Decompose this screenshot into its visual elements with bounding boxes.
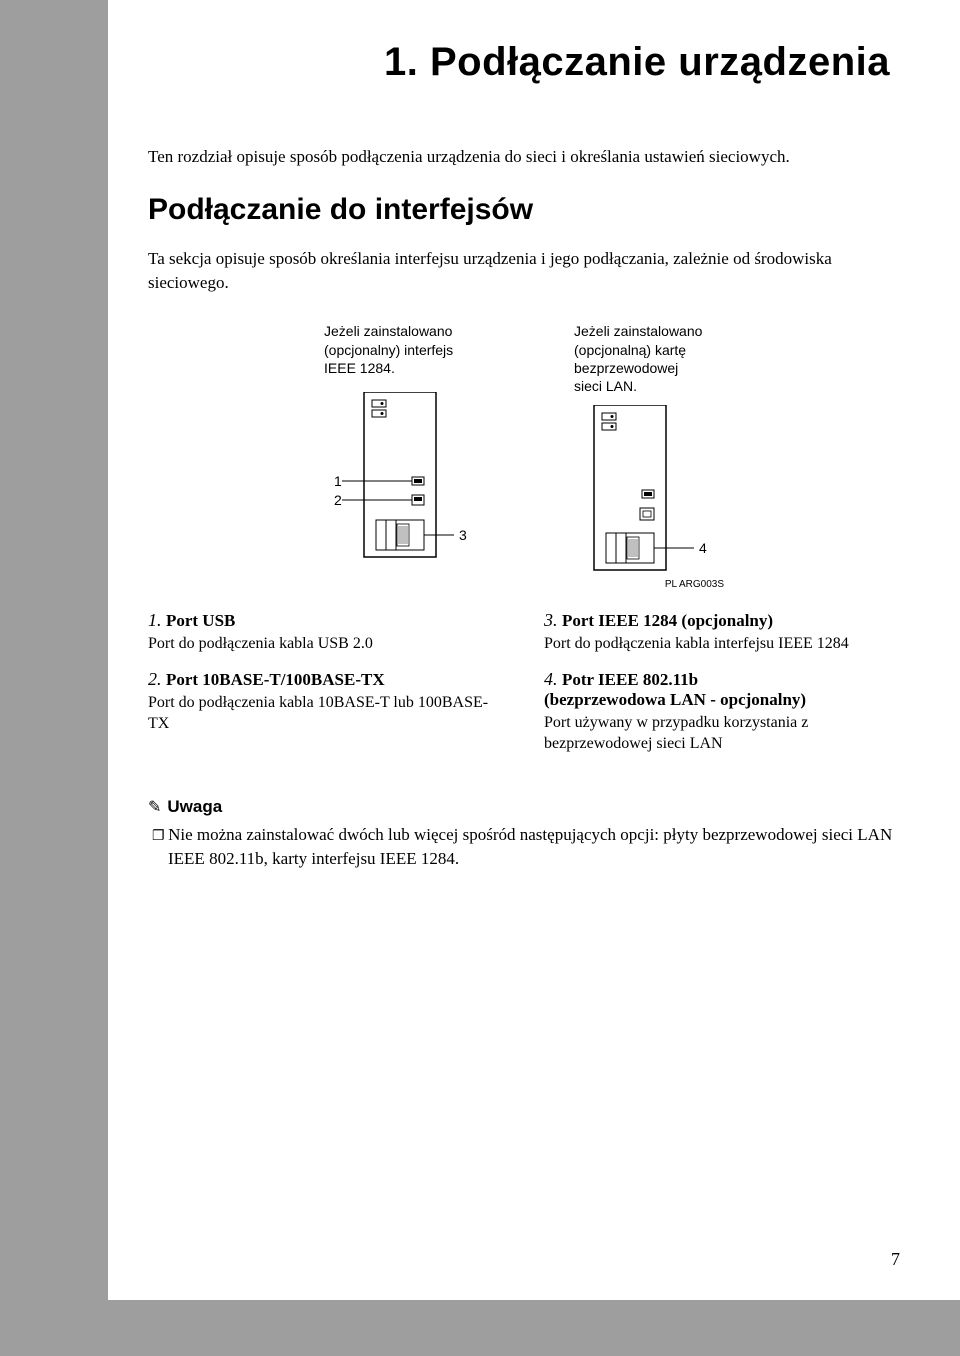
svg-text:1: 1	[334, 473, 342, 489]
port-number: 2.	[148, 669, 162, 689]
port-number: 1.	[148, 610, 162, 630]
port-col-right: 3. Port IEEE 1284 (opcjonalny) Port do p…	[544, 610, 900, 769]
caption-line: Jeżeli zainstalowano	[324, 323, 452, 339]
port-item: 2. Port 10BASE-T/100BASE-TX Port do podł…	[148, 669, 504, 735]
svg-text:4: 4	[699, 540, 707, 556]
port-name: Port 10BASE-T/100BASE-TX	[166, 670, 385, 689]
diagram-right: Jeżeli zainstalowano (opcjonalną) kartę …	[574, 322, 724, 590]
port-number: 4.	[544, 669, 558, 689]
note-body: Nie można zainstalować dwóch lub więcej …	[148, 823, 900, 871]
caption-line: (opcjonalną) kartę	[574, 342, 686, 358]
note-header: ✎ Uwaga	[148, 797, 900, 817]
note-section: ✎ Uwaga Nie można zainstalować dwóch lub…	[148, 797, 900, 871]
port-columns: 1. Port USB Port do podłączenia kabla US…	[148, 610, 900, 769]
svg-text:2: 2	[334, 492, 342, 508]
caption-line: sieci LAN.	[574, 378, 637, 394]
caption-line: Jeżeli zainstalowano	[574, 323, 702, 339]
svg-text:3: 3	[459, 527, 467, 543]
port-desc: Port do podłączenia kabla USB 2.0	[148, 633, 504, 655]
port-item: 4. Potr IEEE 802.11b (bezprzewodowa LAN …	[544, 669, 900, 755]
caption-line: IEEE 1284.	[324, 360, 395, 376]
diagram-right-caption: Jeżeli zainstalowano (opcjonalną) kartę …	[574, 322, 702, 395]
page-number: 7	[891, 1249, 900, 1270]
port-desc: Port do podłączenia kabla 10BASE-T lub 1…	[148, 692, 504, 735]
pencil-icon: ✎	[148, 797, 161, 817]
section-intro: Ta sekcja opisuje sposób określania inte…	[148, 247, 900, 295]
port-name: Port IEEE 1284 (opcjonalny)	[562, 611, 773, 630]
port-name: Potr IEEE 802.11b (bezprzewodowa LAN - o…	[544, 670, 806, 709]
diagram-left: Jeżeli zainstalowano (opcjonalny) interf…	[324, 322, 474, 590]
content-area: Ten rozdział opisuje sposób podłączenia …	[108, 145, 900, 871]
document-page: 1. Podłączanie urządzenia Ten rozdział o…	[108, 0, 960, 1300]
panel-diagram-left: 1 2 3	[324, 392, 474, 562]
port-col-left: 1. Port USB Port do podłączenia kabla US…	[148, 610, 504, 769]
note-label: Uwaga	[167, 797, 222, 817]
caption-line: (opcjonalny) interfejs	[324, 342, 453, 358]
diagram-row: Jeżeli zainstalowano (opcjonalny) interf…	[148, 322, 900, 590]
port-item: 3. Port IEEE 1284 (opcjonalny) Port do p…	[544, 610, 900, 655]
port-number: 3.	[544, 610, 558, 630]
caption-line: bezprzewodowej	[574, 360, 678, 376]
port-name: Port USB	[166, 611, 235, 630]
diagram-left-caption: Jeżeli zainstalowano (opcjonalny) interf…	[324, 322, 453, 382]
port-desc: Port używany w przypadku korzystania z b…	[544, 712, 900, 755]
panel-diagram-right: 4	[574, 405, 724, 575]
section-title: Podłączanie do interfejsów	[148, 193, 900, 227]
diagram-code: PL ARG003S	[574, 579, 724, 590]
port-item: 1. Port USB Port do podłączenia kabla US…	[148, 610, 504, 655]
port-desc: Port do podłączenia kabla interfejsu IEE…	[544, 633, 900, 655]
chapter-title: 1. Podłączanie urządzenia	[108, 40, 900, 85]
chapter-intro: Ten rozdział opisuje sposób podłączenia …	[148, 145, 900, 169]
